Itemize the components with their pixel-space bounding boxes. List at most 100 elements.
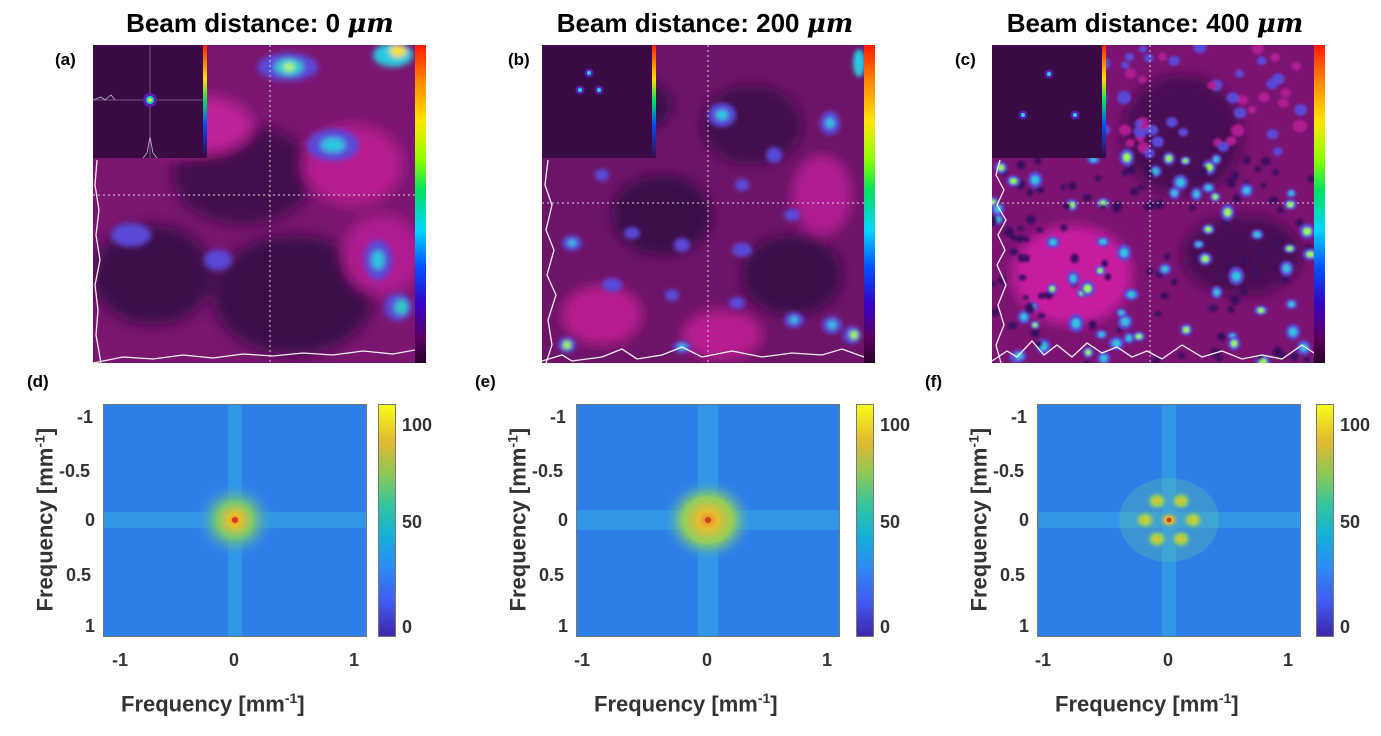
speckle-spot [1199, 166, 1209, 175]
inset-beam-c [992, 45, 1106, 158]
panel-label-c: (c) [955, 50, 976, 69]
speckle-spot-core [1183, 326, 1190, 333]
speckle-spot [1009, 248, 1019, 255]
speckle-spot [1230, 124, 1245, 137]
x-axis-label-f: Frequency [mm-1] [1055, 690, 1239, 717]
intensity-colorbar-b [864, 45, 875, 363]
inset-beam-a [93, 45, 207, 158]
speckle-spot [1124, 68, 1137, 79]
speckle-spot [1082, 194, 1092, 202]
x-tick-e-0: 0 [702, 650, 713, 670]
speckle-spot-core [1098, 332, 1105, 337]
y-tick-f-neg05: -0.5 [993, 461, 1025, 481]
speckle-spot-core [1193, 190, 1200, 198]
speckle-spot [1116, 327, 1123, 333]
speckle-spot [1152, 355, 1160, 363]
speckle-spot [1037, 313, 1046, 319]
speckle-spot [1139, 45, 1148, 53]
speckle-spot-core [1126, 335, 1132, 342]
speckle-spot [1060, 224, 1068, 232]
speckle-spot [1024, 302, 1035, 314]
inset-svg-c [992, 45, 1106, 158]
y-tick-e-1: 1 [558, 616, 569, 636]
speckle-spot [1137, 184, 1145, 191]
speckle-spot-core [1224, 208, 1232, 217]
speckle-spot [1249, 266, 1259, 277]
speckle-spot [1099, 203, 1106, 210]
speckle-spot [1060, 184, 1067, 190]
speckle-spot [1160, 292, 1169, 300]
speckle-spot-core [1257, 308, 1265, 313]
x-tick-d-neg1: -1 [112, 650, 129, 670]
panel-label-b: (b) [508, 50, 530, 69]
speckle-spot [1227, 260, 1236, 269]
speckle-spot [1018, 274, 1027, 281]
speckle-spot-core [1205, 226, 1212, 232]
x-tick-e-neg1: -1 [574, 650, 591, 670]
speckle-spot-core [1303, 227, 1312, 236]
speckle-spot [1226, 136, 1237, 146]
cbar-tick-f-0: 0 [1340, 617, 1351, 637]
x-tick-e-1: 1 [822, 650, 833, 670]
speckle-spot-core [1112, 340, 1121, 347]
speckle-spot [1267, 129, 1279, 140]
speckle-spot [1068, 181, 1077, 191]
speckle-spot [1231, 173, 1239, 181]
speckle-spot [1170, 278, 1178, 286]
speckle-spot-core [1123, 153, 1131, 162]
y-tick-f-0: 0 [1019, 510, 1030, 530]
speckle-spot-core [1213, 156, 1219, 163]
speckle-spot [1257, 355, 1264, 361]
speckle-spot [1026, 188, 1034, 196]
speckle-spot-core [1306, 251, 1314, 258]
speckle-spot [1145, 165, 1153, 172]
speckle-spot [1007, 321, 1018, 330]
speckle-spot [1064, 202, 1071, 210]
speckle-spot-core [1161, 266, 1169, 272]
x-tick-d-1: 1 [349, 650, 360, 670]
y-tick-e-0: 0 [558, 510, 569, 530]
speckle-spot [1166, 117, 1178, 128]
speckle-spot [1022, 295, 1029, 301]
speckle-spot [1129, 188, 1139, 196]
speckle-spot [1270, 52, 1280, 62]
speckle-spot [1294, 104, 1307, 116]
fft-colorbar-f [1316, 404, 1334, 637]
cbar-tick-d-50: 50 [402, 512, 423, 532]
speckle-spot-core [997, 164, 1005, 171]
speckle-spot [1227, 306, 1235, 313]
cbar-tick-f-50: 50 [1340, 512, 1361, 532]
speckle-spot [1112, 201, 1122, 213]
speckle-spot [992, 215, 998, 227]
speckle-spot [1207, 81, 1217, 90]
speckle-spot-core [1032, 322, 1038, 327]
speckle-spot [1035, 341, 1043, 348]
speckle-spot [1168, 55, 1180, 66]
speckle-spot [1257, 56, 1267, 66]
speckle-spot [1193, 45, 1207, 54]
speckle-spot [1280, 88, 1291, 98]
speckle-spot [1177, 352, 1186, 359]
speckle-spot-core [1283, 264, 1291, 273]
speckle-spot-core [1288, 301, 1295, 307]
speckle-spot [1151, 136, 1164, 148]
x-tick-f-1: 1 [1283, 650, 1294, 670]
speckle-spot-core [1213, 289, 1220, 296]
speckle-spot-core [1049, 286, 1055, 292]
speckle-spot [1038, 292, 1045, 300]
speckle-spot [1034, 156, 1042, 165]
speckle-spot-core [1083, 284, 1092, 293]
cbar-tick-e-0: 0 [880, 617, 891, 637]
speckle-spot [1291, 61, 1301, 71]
x-axis-label-e: Frequency [mm-1] [594, 690, 778, 717]
speckle-spot [1017, 253, 1026, 263]
intensity-map-c [992, 45, 1314, 363]
speckle-spot-core [1232, 271, 1241, 281]
speckle-spot [1036, 227, 1044, 233]
speckle-spot [1271, 73, 1285, 85]
y-tick-d-1: 1 [85, 616, 96, 636]
speckle-spot [1277, 98, 1289, 108]
speckle-spot-core [1289, 327, 1297, 336]
speckle-spot [1239, 254, 1249, 265]
speckle-spot [1279, 275, 1289, 284]
